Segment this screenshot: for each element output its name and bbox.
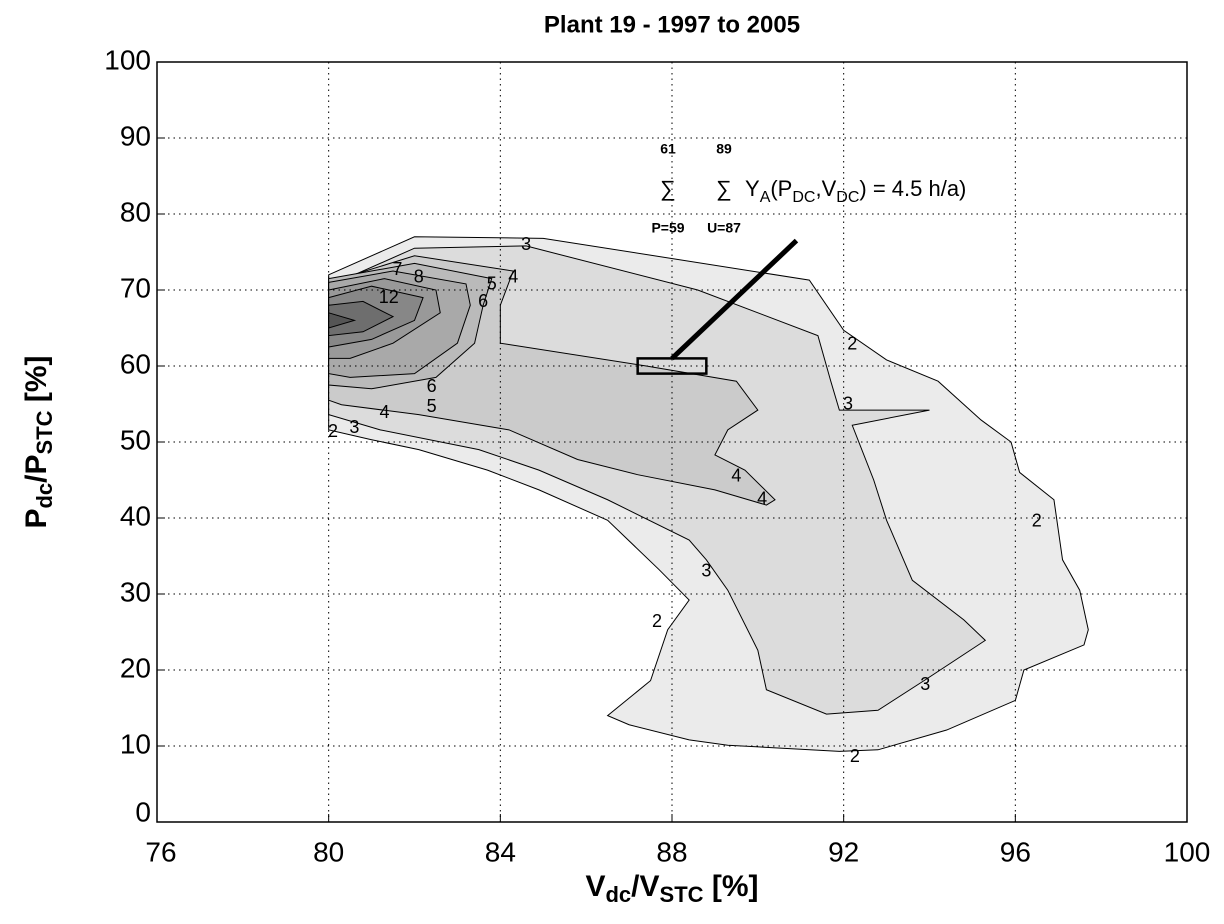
x-axis-label: Vdc/VSTC [%] — [585, 870, 758, 907]
x-tick-label: 80 — [313, 836, 344, 867]
sum-symbol: ∑ — [660, 176, 676, 201]
sum-symbol: ∑ — [716, 176, 732, 201]
x-tick-label: 100 — [1164, 836, 1211, 867]
x-tick-label: 84 — [485, 836, 516, 867]
chart-title: Plant 19 - 1997 to 2005 — [544, 11, 800, 38]
contour-label: 2 — [652, 611, 662, 631]
contour-label: 3 — [521, 234, 531, 254]
y-tick-label: 20 — [120, 652, 151, 683]
contour-label: 6 — [427, 376, 437, 396]
label-part: (P — [770, 176, 792, 201]
sum-upper: 89 — [716, 141, 732, 157]
y-tick-label: 10 — [120, 728, 151, 759]
contour-label: 4 — [757, 489, 767, 509]
contour-label: 3 — [920, 674, 930, 694]
label-part: Y — [745, 176, 760, 201]
y-tick-label: 80 — [120, 196, 151, 227]
contour-label: 2 — [850, 746, 860, 766]
contour-label: 2 — [1032, 511, 1042, 531]
contour-label: 3 — [701, 561, 711, 581]
pointer-line — [670, 238, 799, 361]
label-part: ,V — [815, 176, 836, 201]
y-tick-label: 30 — [120, 576, 151, 607]
label-part: /P — [20, 454, 53, 482]
label-part: ) = 4.5 h/a) — [859, 176, 966, 201]
y-tick-label: 0 — [135, 796, 151, 827]
sum-upper: 61 — [660, 141, 676, 157]
contour-label: 7 — [392, 259, 402, 279]
sum-lower: U=87 — [707, 220, 741, 236]
y-tick-label: 40 — [120, 500, 151, 531]
contour-region — [328, 300, 395, 337]
contour-label: 6 — [478, 291, 488, 311]
label-part: [%] — [20, 355, 53, 410]
subscript: dc — [605, 882, 631, 907]
contour-label: 12 — [379, 287, 399, 307]
sum-lower: P=59 — [651, 220, 684, 236]
x-tick-label: 76 — [145, 836, 176, 867]
subscript: DC — [792, 189, 815, 206]
annotation-expression: YA(PDC,VDC) = 4.5 h/a) — [745, 176, 966, 206]
subscript: DC — [836, 189, 859, 206]
contour-label: 4 — [731, 466, 741, 486]
y-axis-label: Pdc/PSTC [%] — [20, 355, 57, 528]
contour-label: 4 — [379, 402, 389, 422]
contours — [328, 236, 1089, 752]
subscript: dc — [32, 483, 57, 509]
axes: 76 80 84 88 92 96 1000102030405060708090100Vdc… — [20, 44, 1210, 906]
contour-label: 2 — [328, 421, 338, 441]
contour-label: 3 — [843, 394, 853, 414]
y-tick-label: 70 — [120, 272, 151, 303]
contour-label: 4 — [508, 267, 518, 287]
contour-label: 5 — [427, 396, 437, 416]
y-tick-label: 100 — [104, 44, 151, 75]
x-tick-label: 96 — [1000, 836, 1031, 867]
contour-label: 2 — [847, 333, 857, 353]
subscript: A — [760, 189, 771, 206]
subscript: STC — [32, 410, 57, 454]
label-part: [%] — [704, 870, 759, 903]
contour-label: 5 — [487, 273, 497, 293]
label-part: V — [585, 870, 605, 903]
contour-label: 3 — [349, 417, 359, 437]
label-part: P — [20, 509, 53, 529]
contour-label: 8 — [414, 267, 424, 287]
y-tick-label: 50 — [120, 424, 151, 455]
x-tick-label: 88 — [656, 836, 687, 867]
contour-region — [328, 312, 357, 329]
y-tick-label: 90 — [120, 120, 151, 151]
subscript: STC — [660, 882, 704, 907]
label-part: /V — [631, 870, 659, 903]
x-tick-label: 92 — [828, 836, 859, 867]
y-tick-label: 60 — [120, 348, 151, 379]
